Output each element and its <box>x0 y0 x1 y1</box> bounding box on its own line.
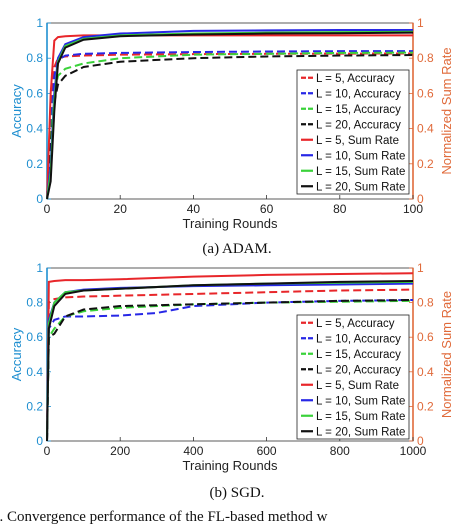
x-axis-label: Training Rounds <box>183 458 278 473</box>
legend-entry: L = 20, Sum Rate <box>316 426 405 438</box>
legend-entry: L = 20, Accuracy <box>316 364 401 376</box>
x-tick-label: 200 <box>110 444 130 458</box>
series-line-1 <box>46 288 414 442</box>
series-line-4 <box>46 299 414 442</box>
series-line-8 <box>46 279 414 442</box>
y-right-tick-label: 0.4 <box>417 122 434 136</box>
y-tick-label: 0.2 <box>26 399 43 413</box>
x-tick-label: 60 <box>260 202 274 216</box>
legend-entry: L = 10, Accuracy <box>316 333 401 345</box>
legend-entry: L = 10, Sum Rate <box>316 150 405 162</box>
y-right-tick-label: 0.4 <box>417 365 434 379</box>
x-tick-label: 600 <box>257 444 277 458</box>
x-tick-label: 100 <box>403 202 423 216</box>
legend-box <box>296 69 410 195</box>
y-tick-label: 0 <box>36 192 43 206</box>
figure-caption: 3. Convergence performance of the FL-bas… <box>0 509 328 525</box>
series-line-2 <box>46 50 413 200</box>
x-tick-label: 0 <box>44 202 51 216</box>
y-right-tick-label: 0.6 <box>417 86 434 100</box>
x-tick-label: 1000 <box>400 444 427 458</box>
y-axis-label: Accuracy <box>9 84 24 138</box>
y-right-tick-label: 1 <box>417 16 424 30</box>
x-tick-label: 40 <box>187 202 201 216</box>
caption-sgd: (b) SGD. <box>210 485 265 501</box>
legend-entry: L = 5, Accuracy <box>316 318 395 330</box>
chart-sgd: 0 200 400 600 800 100000.20.40.60.8100.20.40.… <box>9 261 454 473</box>
caption-adam: (a) ADAM. <box>202 241 271 257</box>
legend-entry: L = 15, Accuracy <box>316 349 401 361</box>
legend-box <box>296 314 410 440</box>
x-tick-label: 800 <box>330 444 350 458</box>
legend-entry: L = 20, Sum Rate <box>316 181 405 193</box>
legend-entry: L = 10, Accuracy <box>316 88 401 100</box>
x-tick-label: 0 <box>44 444 51 458</box>
legend-entry: L = 5, Accuracy <box>316 73 395 85</box>
series-line-5 <box>46 34 413 200</box>
x-tick-label: 20 <box>114 202 128 216</box>
y-tick-label: 1 <box>36 16 43 30</box>
y-axis-label: Accuracy <box>9 327 24 381</box>
series-line-8 <box>46 31 414 200</box>
y-tick-label: 0.8 <box>26 51 43 65</box>
y-right-tick-label: 0.8 <box>417 51 434 65</box>
x-axis-label: Training Rounds <box>183 216 278 231</box>
y-right-tick-label: 0.2 <box>417 157 434 171</box>
legend-entry: L = 15, Accuracy <box>316 104 401 116</box>
legend-entry: L = 5, Sum Rate <box>316 135 399 147</box>
y-tick-label: 0.2 <box>26 157 43 171</box>
y-tick-label: 0.4 <box>26 122 43 136</box>
legend-entry: L = 15, Sum Rate <box>316 411 405 423</box>
legend-entry: L = 10, Sum Rate <box>316 395 405 407</box>
series-line-5 <box>46 272 414 442</box>
y-tick-label: 0.4 <box>26 365 43 379</box>
chart-adam: 0 20 40 60 80 10000.20.40.60.8100.20.40.60.81… <box>9 16 454 231</box>
legend-entry: L = 15, Sum Rate <box>316 166 405 178</box>
x-tick-label: 400 <box>183 444 203 458</box>
y-right-axis-label: Normalized Sum Rate <box>439 47 454 174</box>
legend-entry: L = 5, Sum Rate <box>316 380 399 392</box>
y-tick-label: 1 <box>36 261 43 275</box>
y-right-tick-label: 0.6 <box>417 330 434 344</box>
series-line-2 <box>46 299 414 442</box>
legend: L = 5, Accuracy L = 10, Accuracy L = 15, A… <box>296 314 410 440</box>
y-tick-label: 0 <box>36 434 43 448</box>
y-right-tick-label: 0.8 <box>417 296 434 310</box>
y-tick-label: 0.6 <box>26 330 43 344</box>
legend: L = 5, Accuracy L = 10, Accuracy L = 15, A… <box>296 69 410 195</box>
series-line-4 <box>46 54 414 200</box>
y-right-tick-label: 0 <box>417 192 424 206</box>
y-tick-label: 0.6 <box>26 86 43 100</box>
series-line-3 <box>46 299 414 442</box>
y-right-tick-label: 0 <box>417 434 424 448</box>
legend-entry: L = 20, Accuracy <box>316 119 401 131</box>
y-tick-label: 0.8 <box>26 296 43 310</box>
y-right-tick-label: 1 <box>417 261 424 275</box>
y-right-tick-label: 0.2 <box>417 399 434 413</box>
y-right-axis-label: Normalized Sum Rate <box>439 291 454 418</box>
x-tick-label: 80 <box>333 202 347 216</box>
